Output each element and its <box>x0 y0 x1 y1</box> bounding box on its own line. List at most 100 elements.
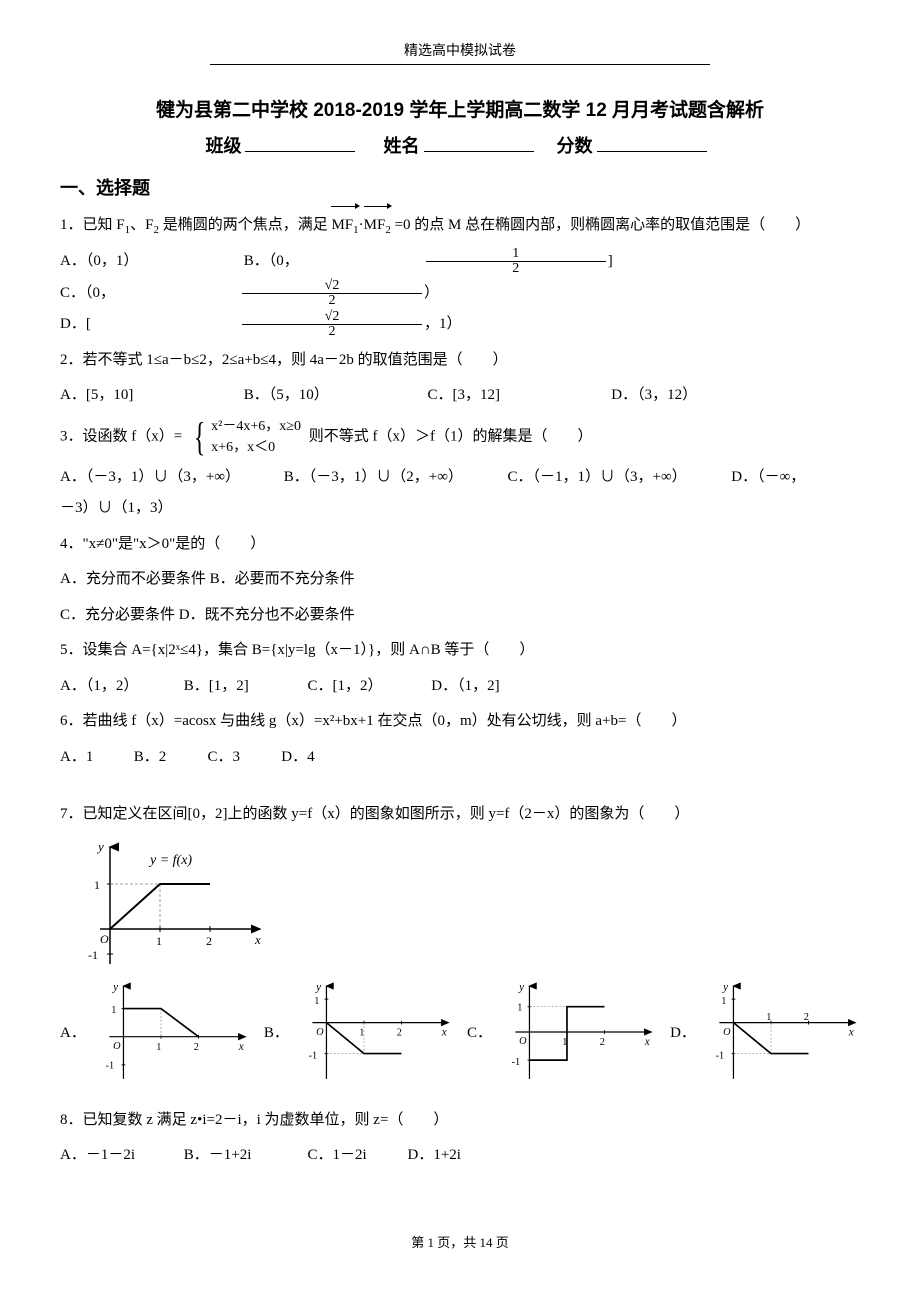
q8-options: A．－1－2i B．－1+2i C．1－2iD．1+2i <box>60 1140 860 1172</box>
q3-options: A．（－3，1）∪（3，+∞） B．（－3，1）∪（2，+∞） C．（－1，1）… <box>60 462 860 525</box>
q1-optA: A．（0，1） <box>60 246 240 278</box>
question-4: 4．"x≠0"是"x＞0"是的（ ） <box>60 529 860 561</box>
q7-optB-graph: x y O 1 -1 1 2 <box>303 977 453 1087</box>
q4-optsAB: A．充分而不必要条件 B．必要而不充分条件 <box>60 564 860 596</box>
q1-text2: 、F <box>130 217 153 233</box>
cases: x²－4x+6，x≥0 x+6，x＜0 <box>211 416 301 458</box>
q6-optB: B．2 <box>134 742 204 774</box>
class-label: 班级 <box>205 136 241 156</box>
svg-text:y: y <box>112 981 118 993</box>
section-heading-1: 一、选择题 <box>60 174 860 200</box>
svg-text:x: x <box>441 1026 447 1038</box>
q7-optD-label: D． <box>670 1021 696 1042</box>
frac-half: 12 <box>426 247 606 276</box>
q2-options: A．[5，10] B．（5，10） C．[3，12] D．（3，12） <box>60 380 860 412</box>
q1-text4: =0 的点 M 总在椭圆内部，则椭圆离心率的取值范围是（ ） <box>395 217 811 233</box>
frac-n: 1 <box>426 247 606 262</box>
q1-optB: B．（0，12] <box>244 246 788 278</box>
q1-optD: D．[√22，1） <box>60 309 604 341</box>
question-5: 5．设集合 A={x|2ˣ≤4}，集合 B={x|y=lg（x－1）}，则 A∩… <box>60 635 860 667</box>
question-8: 8．已知复数 z 满足 z•i=2－i，i 为虚数单位，则 z=（ ） <box>60 1105 860 1137</box>
frac-d: 2 <box>426 262 606 276</box>
frac-sqrt2-2a: √22 <box>242 279 422 308</box>
header-note: 精选高中模拟试卷 <box>210 40 710 65</box>
svg-text:1: 1 <box>314 995 319 1006</box>
q1-text3: 是椭圆的两个焦点，满足 <box>159 217 328 233</box>
q1-options: A．（0，1） B．（0，12] C．（0，√22） D．[√22，1） <box>60 246 860 341</box>
q1-optD-tail: ，1） <box>424 309 604 341</box>
svg-text:O: O <box>519 1036 527 1047</box>
q2-optC: C．[3，12] <box>428 380 608 412</box>
q1-optD-pre: D．[ <box>60 309 240 341</box>
question-2: 2．若不等式 1≤a－b≤2，2≤a+b≤4，则 4a－2b 的取值范围是（ ） <box>60 345 860 377</box>
q1-optC: C．（0，√22） <box>60 278 604 310</box>
left-brace-icon: { <box>194 417 206 457</box>
q5-options: A．（1，2） B．[1，2] C．[1，2） D．（1，2] <box>60 671 860 703</box>
frac-n2: √2 <box>242 279 422 294</box>
svg-text:-1: -1 <box>716 1050 725 1061</box>
svg-text:2: 2 <box>206 934 212 948</box>
vector-mf1: MF1 <box>331 206 358 242</box>
q6-options: A．1 B．2 C．3 D．4 <box>60 742 860 774</box>
svg-text:1: 1 <box>156 1041 161 1052</box>
vec2-sub: 2 <box>385 224 391 236</box>
q5-optD: D．（1，2] <box>431 671 551 703</box>
q1-optC-pre: C．（0， <box>60 278 240 310</box>
svg-text:y: y <box>722 981 728 993</box>
svg-text:2: 2 <box>194 1041 199 1052</box>
question-7: 7．已知定义在区间[0，2]上的函数 y=f（x）的图象如图所示，则 y=f（2… <box>60 799 860 831</box>
q3-optD2: －3）∪（1，3） <box>60 493 240 525</box>
svg-text:O: O <box>113 1040 121 1051</box>
page: 精选高中模拟试卷 犍为县第二中学校 2018-2019 学年上学期高二数学 12… <box>0 0 920 1291</box>
svg-text:O: O <box>723 1026 731 1037</box>
question-6: 6．若曲线 f（x）=acosx 与曲线 g（x）=x²+bx+1 在交点（0，… <box>60 706 860 738</box>
q3-post: 则不等式 f（x）＞f（1）的解集是（ ） <box>309 428 593 444</box>
q4-optsCD: C．充分必要条件 D．既不充分也不必要条件 <box>60 600 860 632</box>
frac-d3: 2 <box>242 325 422 339</box>
page-footer: 第 1 页，共 14 页 <box>60 1232 860 1251</box>
class-blank[interactable] <box>245 151 355 152</box>
case1: x²－4x+6，x≥0 <box>211 416 301 437</box>
question-1: 1．已知 F1、F2 是椭圆的两个焦点，满足 MF1·MF2 =0 的点 M 总… <box>60 206 860 242</box>
svg-text:y: y <box>518 981 524 993</box>
frac-d2: 2 <box>242 294 422 308</box>
frac-n3: √2 <box>242 310 422 325</box>
q6-optA: A．1 <box>60 742 130 774</box>
q2-optD: D．（3，12） <box>611 380 791 412</box>
score-blank[interactable] <box>597 151 707 152</box>
name-blank[interactable] <box>424 151 534 152</box>
svg-text:O: O <box>100 932 109 946</box>
vec1-text: MF <box>331 217 353 233</box>
q2-optA: A．[5，10] <box>60 380 240 412</box>
graph-label: y = f(x) <box>148 853 192 868</box>
svg-text:-1: -1 <box>309 1050 318 1061</box>
q5-optB: B．[1，2] <box>184 671 304 703</box>
fill-in-row: 班级 姓名 分数 <box>60 132 860 158</box>
q3-optA: A．（－3，1）∪（3，+∞） <box>60 462 280 494</box>
q7-optA-graph: x y O 1 -1 1 2 <box>100 977 250 1087</box>
name-label: 姓名 <box>384 136 420 156</box>
svg-text:x: x <box>848 1026 854 1038</box>
case2: x+6，x＜0 <box>211 437 301 458</box>
svg-text:-1: -1 <box>512 1056 521 1067</box>
score-label: 分数 <box>557 136 593 156</box>
svg-text:1: 1 <box>156 934 162 948</box>
svg-text:y: y <box>315 981 321 993</box>
q5-optC: C．[1，2） <box>308 671 428 703</box>
q8-optD: D．1+2i <box>408 1140 488 1172</box>
q3-optC: C．（－1，1）∪（3，+∞） <box>508 462 728 494</box>
vec2-text: MF <box>364 217 386 233</box>
q7-optB-label: B． <box>264 1021 289 1042</box>
q1-text: 1．已知 F <box>60 217 125 233</box>
q6-optC: C．3 <box>208 742 278 774</box>
svg-text:2: 2 <box>600 1037 605 1048</box>
svg-text:-1: -1 <box>105 1060 114 1071</box>
svg-text:1: 1 <box>359 1027 364 1038</box>
exam-title: 犍为县第二中学校 2018-2019 学年上学期高二数学 12 月月考试题含解析 <box>60 95 860 122</box>
piecewise-fn: { x²－4x+6，x≥0 x+6，x＜0 <box>190 416 301 458</box>
q8-optA: A．－1－2i <box>60 1140 180 1172</box>
svg-text:1: 1 <box>721 995 726 1006</box>
svg-text:O: O <box>316 1026 324 1037</box>
q8-optC: C．1－2i <box>308 1140 408 1172</box>
q8-optB: B．－1+2i <box>184 1140 304 1172</box>
